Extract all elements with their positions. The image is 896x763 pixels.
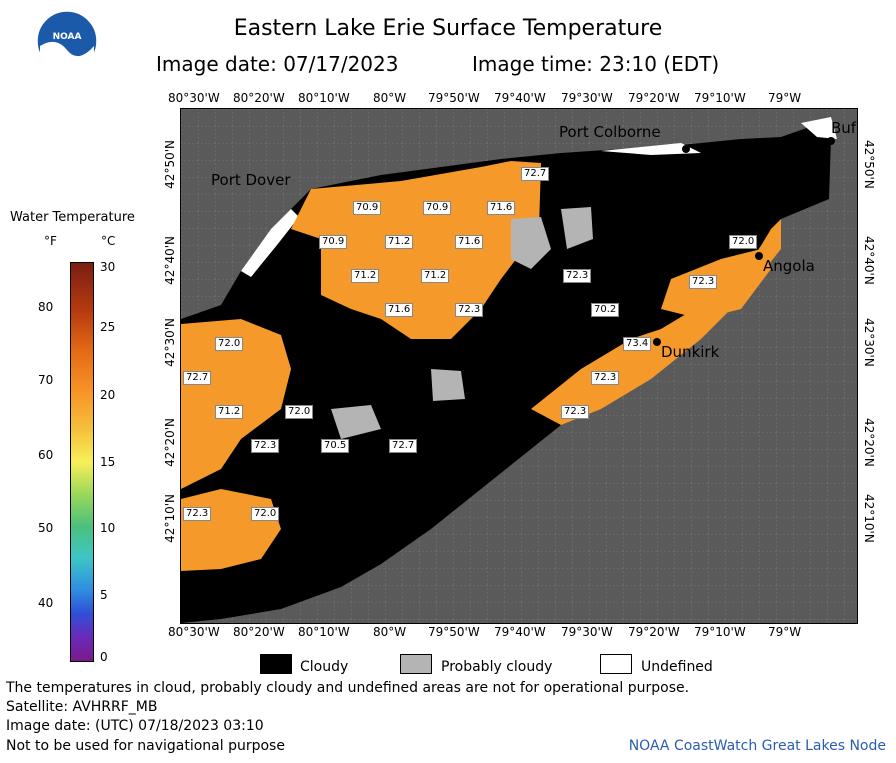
temp-label: 71.2 (351, 269, 380, 283)
lat-label-left: 42°20'N (163, 418, 177, 467)
label-buffalo: Buf (831, 119, 857, 137)
scale-tick-c: 30 (100, 260, 116, 274)
lat-label-right: 42°20'N (862, 418, 876, 467)
lon-label-bottom: 80°20'W (233, 625, 285, 639)
scale-title: Water Temperature (10, 210, 135, 225)
nav-warning: Not to be used for navigational purpose (6, 738, 285, 754)
legend-cloudy-label: Cloudy (300, 659, 349, 675)
legend-undefined-swatch (600, 654, 632, 674)
temp-label: 72.3 (251, 439, 280, 453)
temp-label: 72.3 (561, 405, 590, 419)
lon-label-top: 79°40'W (494, 91, 546, 105)
temp-label: 71.6 (455, 235, 484, 249)
scale-tick-c: 0 (100, 650, 108, 664)
unit-f: °F (44, 234, 57, 248)
temp-label: 71.6 (385, 303, 414, 317)
svg-text:NOAA: NOAA (53, 32, 82, 42)
disclaimer: The temperatures in cloud, probably clou… (6, 680, 690, 696)
temp-label: 72.7 (183, 371, 212, 385)
scale-tick-f: 60 (38, 448, 54, 462)
scale-tick-f: 70 (38, 373, 54, 387)
legend-probably-cloudy-swatch (400, 654, 432, 674)
scale-tick-f: 40 (38, 596, 54, 610)
lat-label-right: 42°40'N (862, 236, 876, 285)
lon-label-bottom: 79°W (768, 625, 802, 639)
temp-label: 72.3 (591, 371, 620, 385)
noaa-logo: NOAA (36, 10, 98, 72)
lon-label-top: 79°30'W (561, 91, 613, 105)
lon-label-bottom: 79°20'W (628, 625, 680, 639)
temp-label: 72.3 (563, 269, 592, 283)
temp-label: 72.3 (183, 507, 212, 521)
lat-label-right: 42°50'N (862, 140, 876, 189)
lon-label-bottom: 79°30'W (561, 625, 613, 639)
satellite: Satellite: AVHRRF_MB (6, 699, 158, 715)
temp-label: 72.3 (689, 275, 718, 289)
temp-label: 72.7 (389, 439, 418, 453)
temp-label: 71.2 (215, 405, 244, 419)
scale-tick-f: 50 (38, 521, 54, 535)
scale-tick-c: 25 (100, 320, 116, 334)
temp-label: 70.9 (423, 201, 452, 215)
lat-label-right: 42°30'N (862, 318, 876, 367)
temp-label: 71.2 (421, 269, 450, 283)
lat-label-left: 42°30'N (163, 318, 177, 367)
scale-tick-f: 80 (38, 300, 54, 314)
image-time: Image time: 23:10 (EDT) (472, 52, 720, 76)
utc-date: Image date: (UTC) 07/18/2023 03:10 (6, 718, 264, 734)
scale-tick-c: 10 (100, 521, 116, 535)
lon-label-bottom: 79°40'W (494, 625, 546, 639)
lon-label-bottom: 80°10'W (298, 625, 350, 639)
color-scale-bar (70, 262, 94, 662)
temp-label: 72.0 (251, 507, 280, 521)
lat-label-left: 42°10'N (163, 494, 177, 543)
lon-label-bottom: 80°30'W (168, 625, 220, 639)
temp-label: 72.0 (215, 337, 244, 351)
lat-label-left: 42°50'N (163, 140, 177, 189)
temp-label: 70.5 (321, 439, 350, 453)
temp-label: 70.9 (353, 201, 382, 215)
map-title: Eastern Lake Erie Surface Temperature (233, 16, 663, 41)
map-frame: Port Colborne Port Dover Angola Dunkirk … (180, 108, 858, 624)
lon-label-top: 80°10'W (298, 91, 350, 105)
coastwatch-node: NOAA CoastWatch Great Lakes Node (628, 738, 886, 754)
water-patch-west (181, 319, 291, 489)
lat-label-left: 42°40'N (163, 236, 177, 285)
image-date: Image date: 07/17/2023 (156, 52, 399, 76)
unit-c: °C (101, 234, 116, 248)
lon-label-top: 80°20'W (233, 91, 285, 105)
temp-label: 72.7 (521, 167, 550, 181)
lon-label-bottom: 80°W (373, 625, 407, 639)
lon-label-top: 79°20'W (628, 91, 680, 105)
scale-tick-c: 20 (100, 388, 116, 402)
lon-label-top: 79°50'W (428, 91, 480, 105)
legend-probably-cloudy-label: Probably cloudy (441, 659, 553, 675)
lon-label-top: 79°W (768, 91, 802, 105)
lat-label-right: 42°10'N (862, 494, 876, 543)
legend-undefined-label: Undefined (641, 659, 713, 675)
legend-cloudy-swatch (260, 654, 292, 674)
temp-label: 71.2 (385, 235, 414, 249)
lon-label-top: 80°30'W (168, 91, 220, 105)
label-erie: Erie (363, 533, 393, 551)
lon-label-top: 79°10'W (694, 91, 746, 105)
lon-label-bottom: 79°50'W (428, 625, 480, 639)
scale-tick-c: 5 (100, 588, 108, 602)
temp-label: 70.2 (591, 303, 620, 317)
temp-label: 70.9 (319, 235, 348, 249)
lon-label-top: 80°W (373, 91, 407, 105)
label-port-dover: Port Dover (211, 171, 291, 189)
temp-label: 71.6 (487, 201, 516, 215)
scale-tick-c: 15 (100, 455, 116, 469)
label-dunkirk: Dunkirk (661, 343, 720, 361)
temp-label: 72.0 (285, 405, 314, 419)
temp-label: 73.4 (623, 337, 652, 351)
temp-label: 72.0 (729, 235, 758, 249)
label-port-colborne: Port Colborne (559, 123, 661, 141)
label-angola: Angola (763, 257, 815, 275)
lon-label-bottom: 79°10'W (694, 625, 746, 639)
temp-label: 72.3 (455, 303, 484, 317)
